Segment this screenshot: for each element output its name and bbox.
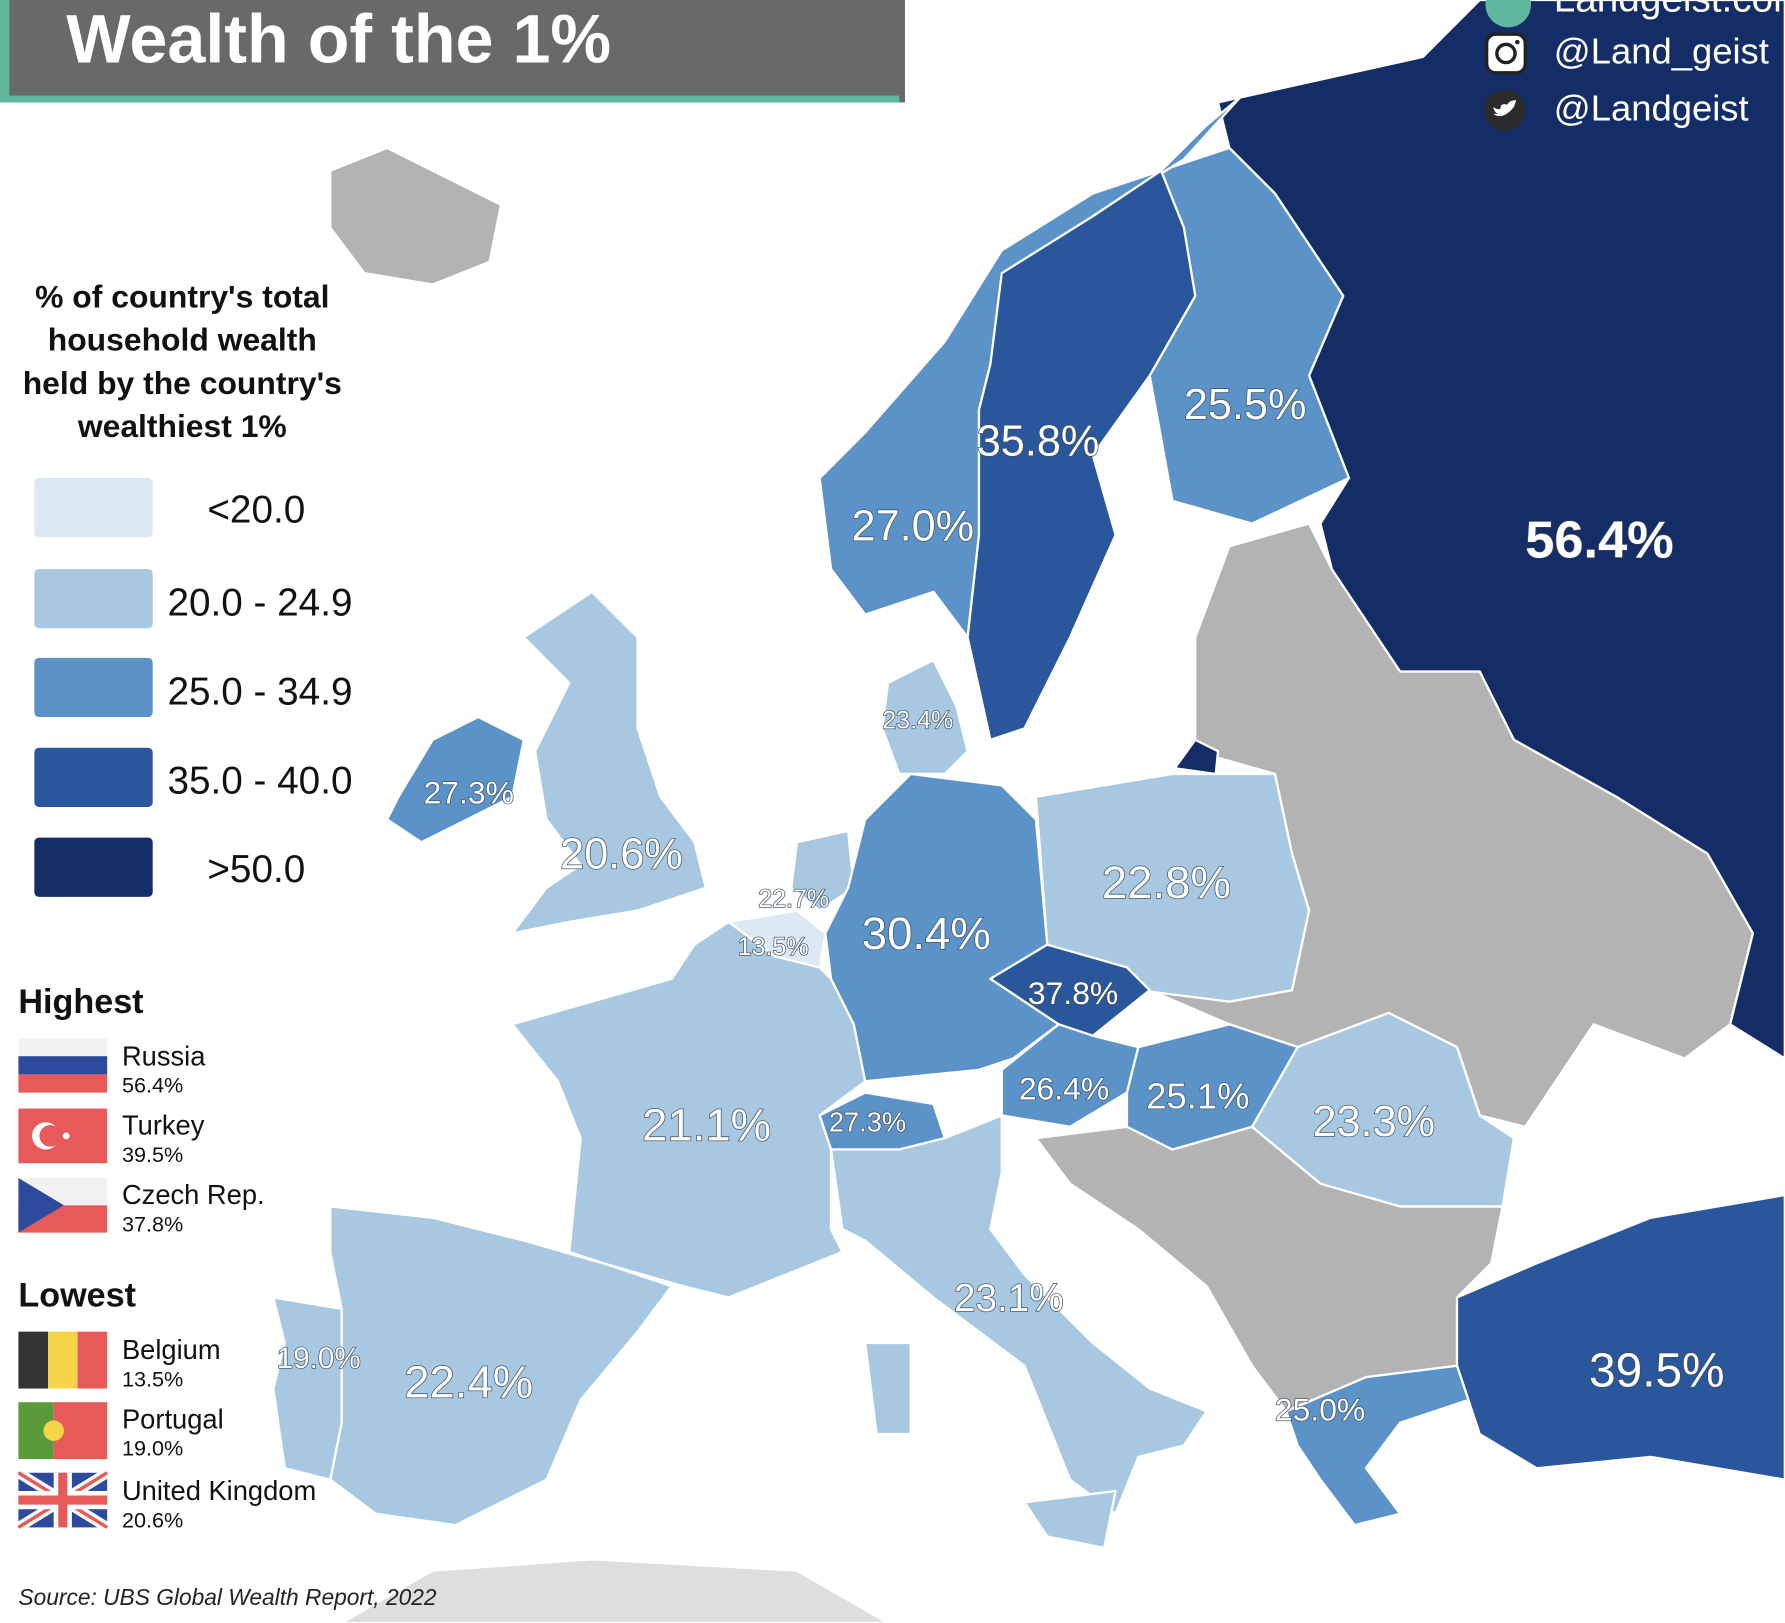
ranking-panel: Highest Russia 56.4% Turkey 39.5% Czech …: [15, 983, 316, 1532]
legend-bin-label: 25.0 - 34.9: [167, 671, 352, 714]
ireland[interactable]: [386, 715, 525, 844]
legend-title-line: wealthiest 1%: [77, 408, 287, 444]
sardinia: [864, 1341, 912, 1436]
label-france: 21.1%: [642, 1099, 771, 1150]
legend-swatch: [34, 478, 153, 538]
legend-bins: <20.0 20.0 - 24.9 25.0 - 34.9 35.0 - 40.…: [34, 478, 352, 897]
label-turkey: 39.5%: [1589, 1344, 1725, 1397]
label-switzerland: 27.3%: [829, 1106, 906, 1137]
lowest-country: United Kingdom: [122, 1475, 316, 1506]
label-italy: 23.1%: [954, 1277, 1064, 1320]
denmark[interactable]: [881, 658, 969, 776]
label-netherlands: 22.7%: [758, 885, 829, 913]
branding-twitter[interactable]: @Landgeist: [1554, 88, 1749, 129]
legend-title-line: household wealth: [48, 322, 317, 358]
label-greece: 25.0%: [1275, 1391, 1365, 1427]
legend-swatch: [34, 569, 153, 629]
globe-icon: [1485, 0, 1531, 28]
no-data-regions: [329, 146, 1755, 1623]
label-denmark: 23.4%: [882, 706, 953, 734]
label-austria: 26.4%: [1019, 1070, 1109, 1106]
highest-value: 37.8%: [122, 1211, 183, 1236]
label-czech: 37.8%: [1028, 975, 1118, 1011]
legend-title-line: held by the country's: [23, 365, 342, 401]
label-germany: 30.4%: [862, 908, 991, 959]
label-spain: 22.4%: [404, 1357, 533, 1408]
label-portugal: 19.0%: [277, 1342, 361, 1375]
lowest-value: 13.5%: [122, 1366, 183, 1391]
label-norway: 27.0%: [852, 503, 975, 551]
branding-website[interactable]: Landgeist.com: [1554, 0, 1785, 20]
legend: % of country's total household wealth he…: [23, 278, 342, 444]
united-kingdom[interactable]: [511, 590, 707, 935]
label-poland: 22.8%: [1102, 857, 1231, 908]
legend-bin-label: >50.0: [207, 848, 305, 891]
portugal[interactable]: [272, 1296, 343, 1481]
legend-bin-label: 35.0 - 40.0: [167, 759, 352, 802]
legend-swatch: [34, 837, 153, 897]
uk-flag-icon: [15, 1468, 110, 1532]
highest-country: Czech Rep.: [122, 1179, 265, 1210]
label-hungary: 25.1%: [1146, 1076, 1249, 1117]
legend-bin-label: <20.0: [207, 488, 305, 531]
highest-value: 39.5%: [122, 1142, 183, 1167]
twitter-icon: [1484, 89, 1526, 131]
highest-heading: Highest: [18, 983, 143, 1021]
legend-swatch: [34, 747, 153, 807]
iceland: [329, 146, 503, 286]
label-sweden: 35.8%: [977, 417, 1100, 465]
countries: [272, 0, 1785, 1550]
legend-bin-label: 20.0 - 24.9: [167, 582, 352, 625]
lowest-country: Portugal: [122, 1403, 224, 1434]
branding: Landgeist.com @Land_geist @Landgeist: [1484, 0, 1785, 131]
lowest-heading: Lowest: [18, 1277, 136, 1315]
legend-swatch: [34, 657, 153, 718]
russia-flag-icon: [18, 1037, 108, 1093]
netherlands[interactable]: [790, 829, 855, 912]
source-note: Source: UBS Global Wealth Report, 2022: [18, 1584, 437, 1610]
label-russia: 56.4%: [1525, 512, 1673, 570]
lowest-value: 20.6%: [122, 1507, 183, 1532]
branding-instagram[interactable]: @Land_geist: [1554, 31, 1769, 72]
title-banner: Wealth of the 1%: [0, 0, 906, 103]
label-uk: 20.6%: [560, 830, 683, 878]
highest-country: Russia: [122, 1040, 206, 1071]
belgium[interactable]: [727, 909, 827, 969]
sicily: [1023, 1489, 1117, 1550]
belgium-flag-icon: [18, 1331, 108, 1389]
lowest-value: 19.0%: [122, 1436, 183, 1461]
italy[interactable]: [829, 1114, 1208, 1515]
portugal-flag-icon: [18, 1402, 108, 1460]
instagram-icon: [1484, 32, 1528, 75]
germany[interactable]: [824, 772, 1060, 1083]
page-title: Wealth of the 1%: [66, 2, 611, 78]
label-ireland: 27.3%: [424, 775, 514, 811]
label-belgium: 13.5%: [738, 933, 809, 961]
label-finland: 25.5%: [1184, 381, 1307, 429]
sweden[interactable]: [966, 169, 1197, 741]
highest-country: Turkey: [122, 1110, 205, 1141]
czech-flag-icon: [18, 1177, 108, 1233]
label-romania: 23.3%: [1312, 1098, 1435, 1146]
turkey-flag-icon: [18, 1108, 108, 1164]
country-value-labels: 56.4% 25.5% 35.8% 27.0% 23.4% 27.3% 20.6…: [276, 380, 1725, 1428]
north-africa: [340, 1558, 890, 1623]
lowest-country: Belgium: [122, 1334, 221, 1365]
kaliningrad: [1173, 738, 1220, 776]
legend-title-line: % of country's total: [35, 278, 329, 314]
greece[interactable]: [1285, 1364, 1470, 1527]
romania[interactable]: [1251, 1011, 1516, 1208]
highest-value: 56.4%: [122, 1073, 183, 1098]
